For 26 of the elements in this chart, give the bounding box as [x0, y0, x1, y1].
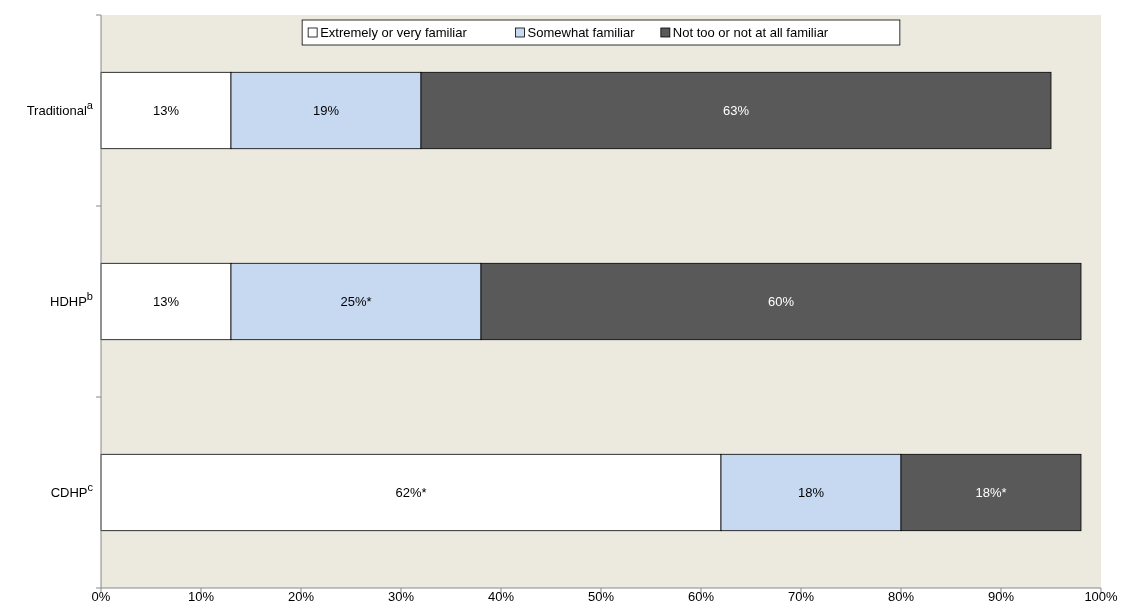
x-tick-label: 90% — [987, 589, 1015, 604]
data-label: 19% — [312, 103, 340, 119]
data-label: 62%* — [395, 485, 427, 501]
legend-label: Extremely or very familiar — [320, 25, 468, 41]
legend-label: Not too or not at all familiar — [672, 25, 829, 41]
data-label: 60% — [767, 294, 795, 310]
x-tick-label: 0% — [91, 589, 111, 604]
x-tick-label: 10% — [187, 589, 215, 604]
x-tick-label: 20% — [287, 589, 315, 604]
x-tick-label: 50% — [587, 589, 615, 604]
data-label: 63% — [722, 103, 750, 119]
x-tick-label: 100% — [1084, 589, 1119, 604]
legend-label: Somewhat familiar — [527, 25, 636, 41]
data-label: 13% — [152, 294, 180, 310]
y-tick-label: Traditional$^{a}$ — [26, 99, 94, 119]
x-tick-label: 40% — [487, 589, 515, 604]
x-tick-label: 30% — [387, 589, 415, 604]
y-tick-label: CDHP$^{c}$ — [50, 481, 94, 501]
y-tick-label: HDHP$^{b}$ — [50, 290, 93, 310]
data-label: 13% — [152, 103, 180, 119]
data-label: 18%* — [975, 485, 1007, 501]
x-tick-label: 80% — [887, 589, 915, 604]
data-label: 25%* — [340, 294, 372, 310]
x-tick-label: 70% — [787, 589, 815, 604]
x-tick-label: 60% — [687, 589, 715, 604]
data-label: 18% — [797, 485, 825, 501]
